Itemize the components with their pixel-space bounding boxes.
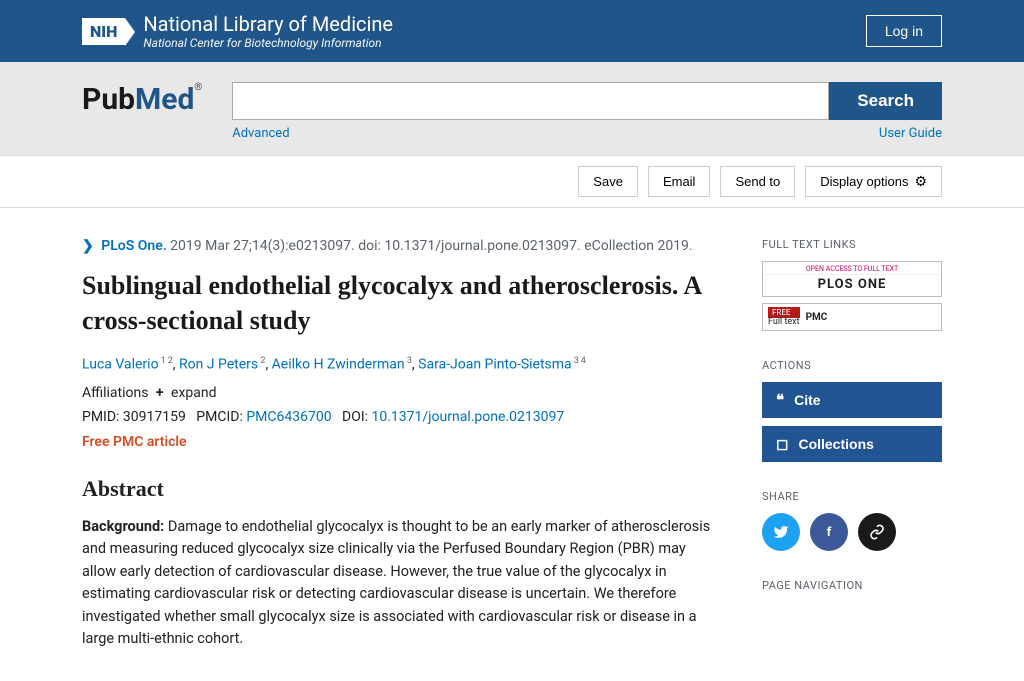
- abstract-body: Background: Damage to endothelial glycoc…: [82, 516, 722, 651]
- bookmark-icon: ◻: [776, 435, 788, 453]
- nih-brand[interactable]: NIH National Library of Medicine Nationa…: [82, 12, 393, 50]
- share-heading: SHARE: [762, 490, 942, 503]
- nih-title: National Library of Medicine: [143, 12, 393, 36]
- affiliations-toggle[interactable]: Affiliations + expand: [82, 385, 722, 401]
- author-link[interactable]: Aeilko H Zwinderman: [272, 357, 405, 373]
- article-main: ❯ PLoS One. 2019 Mar 27;14(3):e0213097. …: [82, 238, 722, 651]
- save-button[interactable]: Save: [578, 166, 638, 197]
- page-nav-heading: PAGE NAVIGATION: [762, 579, 942, 592]
- sidebar: FULL TEXT LINKS OPEN ACCESS TO FULL TEXT…: [762, 238, 942, 651]
- abstract-heading: Abstract: [82, 476, 722, 502]
- journal-link[interactable]: PLoS One.: [101, 238, 166, 254]
- authors-list: Luca Valerio 1 2, Ron J Peters 2, Aeilko…: [82, 356, 722, 373]
- chevron-right-icon: ❯: [82, 238, 94, 254]
- pmc-fulltext-link[interactable]: FREE Full text PMC: [762, 303, 942, 331]
- cite-button[interactable]: ❝ Cite: [762, 382, 942, 418]
- facebook-share-icon[interactable]: f: [810, 513, 848, 551]
- permalink-share-icon[interactable]: [858, 513, 896, 551]
- plus-icon: +: [156, 385, 164, 401]
- search-button[interactable]: Search: [829, 82, 942, 120]
- login-button[interactable]: Log in: [866, 15, 942, 47]
- citation-line: ❯ PLoS One. 2019 Mar 27;14(3):e0213097. …: [82, 238, 722, 254]
- collections-button[interactable]: ◻ Collections: [762, 426, 942, 462]
- free-pmc-link[interactable]: Free PMC article: [82, 434, 187, 450]
- fulltext-heading: FULL TEXT LINKS: [762, 238, 942, 251]
- gear-icon: [914, 173, 927, 190]
- doi-link[interactable]: 10.1371/journal.pone.0213097: [372, 409, 565, 425]
- pubmed-logo[interactable]: PubMed®: [82, 82, 202, 117]
- article-title: Sublingual endothelial glycocalyx and at…: [82, 268, 722, 338]
- user-guide-link[interactable]: User Guide: [879, 126, 942, 141]
- identifiers: PMID: 30917159 PMCID: PMC6436700 DOI: 10…: [82, 409, 722, 425]
- author-link[interactable]: Sara-Joan Pinto-Sietsma: [418, 357, 572, 373]
- email-button[interactable]: Email: [648, 166, 711, 197]
- action-bar: Save Email Send to Display options: [0, 156, 1024, 208]
- nih-subtitle: National Center for Biotechnology Inform…: [143, 36, 393, 50]
- twitter-share-icon[interactable]: [762, 513, 800, 551]
- plos-fulltext-link[interactable]: OPEN ACCESS TO FULL TEXT PLOS ONE: [762, 261, 942, 297]
- pmcid-link[interactable]: PMC6436700: [246, 409, 331, 425]
- display-options-button[interactable]: Display options: [805, 166, 942, 197]
- author-link[interactable]: Luca Valerio: [82, 357, 159, 373]
- search-bar: PubMed® Search Advanced User Guide: [0, 62, 1024, 156]
- nih-logo-icon: NIH: [82, 18, 125, 45]
- nih-header: NIH National Library of Medicine Nationa…: [0, 0, 1024, 62]
- actions-heading: ACTIONS: [762, 359, 942, 372]
- author-link[interactable]: Ron J Peters: [179, 357, 258, 373]
- send-to-button[interactable]: Send to: [720, 166, 795, 197]
- search-input[interactable]: [232, 82, 829, 120]
- advanced-link[interactable]: Advanced: [232, 126, 289, 141]
- quote-icon: ❝: [776, 391, 784, 409]
